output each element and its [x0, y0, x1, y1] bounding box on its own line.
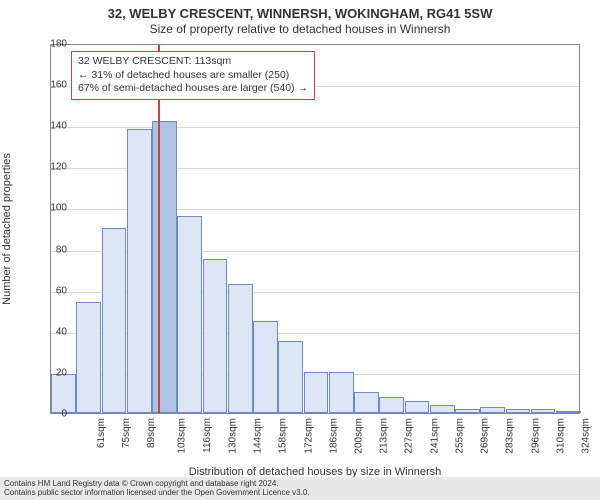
x-tick-label: 61sqm	[96, 418, 107, 448]
x-tick-label: 296sqm	[530, 418, 541, 454]
annotation-line: 67% of semi-detached houses are larger (…	[78, 82, 308, 96]
x-tick-label: 310sqm	[555, 418, 566, 454]
y-tick-label: 40	[56, 326, 67, 337]
x-tick-label: 130sqm	[227, 418, 238, 454]
y-tick-label: 180	[50, 39, 67, 50]
histogram-bar	[480, 407, 505, 413]
y-tick-label: 160	[50, 80, 67, 91]
footer-line2: Contains public sector information licen…	[4, 488, 596, 498]
x-tick-label: 269sqm	[480, 418, 491, 454]
histogram-bar	[531, 409, 556, 413]
histogram-bar	[329, 372, 354, 413]
y-tick-label: 100	[50, 203, 67, 214]
histogram-bar	[253, 321, 278, 414]
x-tick-label: 227sqm	[404, 418, 415, 454]
histogram-bar	[203, 259, 228, 413]
histogram-bar	[228, 284, 253, 414]
x-tick-label: 75sqm	[121, 418, 132, 448]
x-tick-label: 186sqm	[328, 418, 339, 454]
footer-line1: Contains HM Land Registry data © Crown c…	[4, 479, 596, 489]
histogram-bar	[379, 397, 404, 413]
x-tick-label: 200sqm	[354, 418, 365, 454]
histogram-bar	[430, 405, 455, 413]
x-tick-label: 172sqm	[303, 418, 314, 454]
annotation-line: 32 WELBY CRESCENT: 113sqm	[78, 55, 308, 69]
histogram-bar	[152, 121, 177, 413]
chart-plot-area: 32 WELBY CRESCENT: 113sqm← 31% of detach…	[50, 44, 580, 414]
x-tick-label: 324sqm	[581, 418, 592, 454]
x-tick-label: 158sqm	[278, 418, 289, 454]
x-tick-label: 241sqm	[429, 418, 440, 454]
x-tick-label: 213sqm	[379, 418, 390, 454]
annotation-line: ← 31% of detached houses are smaller (25…	[78, 69, 308, 83]
histogram-bar	[278, 341, 303, 413]
histogram-bar	[304, 372, 329, 413]
x-tick-label: 283sqm	[505, 418, 516, 454]
histogram-bar	[354, 392, 379, 413]
histogram-bar	[455, 409, 480, 413]
footer-attribution: Contains HM Land Registry data © Crown c…	[0, 477, 600, 500]
y-tick-label: 60	[56, 285, 67, 296]
histogram-bar	[405, 401, 430, 413]
histogram-bar	[51, 374, 76, 413]
histogram-bar	[76, 302, 101, 413]
x-tick-label: 255sqm	[455, 418, 466, 454]
histogram-bar	[102, 228, 127, 413]
histogram-bar	[127, 129, 152, 413]
y-tick-label: 120	[50, 162, 67, 173]
x-tick-label: 116sqm	[201, 418, 212, 453]
chart-title: 32, WELBY CRESCENT, WINNERSH, WOKINGHAM,…	[0, 6, 600, 36]
y-tick-label: 140	[50, 121, 67, 132]
title-line1: 32, WELBY CRESCENT, WINNERSH, WOKINGHAM,…	[0, 6, 600, 21]
title-line2: Size of property relative to detached ho…	[0, 22, 600, 36]
gridline	[51, 127, 579, 128]
annotation-box: 32 WELBY CRESCENT: 113sqm← 31% of detach…	[71, 51, 315, 100]
histogram-bar	[506, 409, 531, 413]
marker-line	[158, 45, 160, 413]
x-tick-label: 144sqm	[253, 418, 264, 454]
y-tick-label: 20	[56, 367, 67, 378]
histogram-bar	[556, 411, 581, 413]
x-tick-label: 103sqm	[177, 418, 188, 454]
histogram-bar	[177, 216, 202, 413]
y-tick-label: 80	[56, 244, 67, 255]
y-axis-label: Number of detached properties	[0, 44, 16, 414]
y-tick-label: 0	[61, 409, 67, 420]
x-tick-label: 89sqm	[146, 418, 157, 448]
